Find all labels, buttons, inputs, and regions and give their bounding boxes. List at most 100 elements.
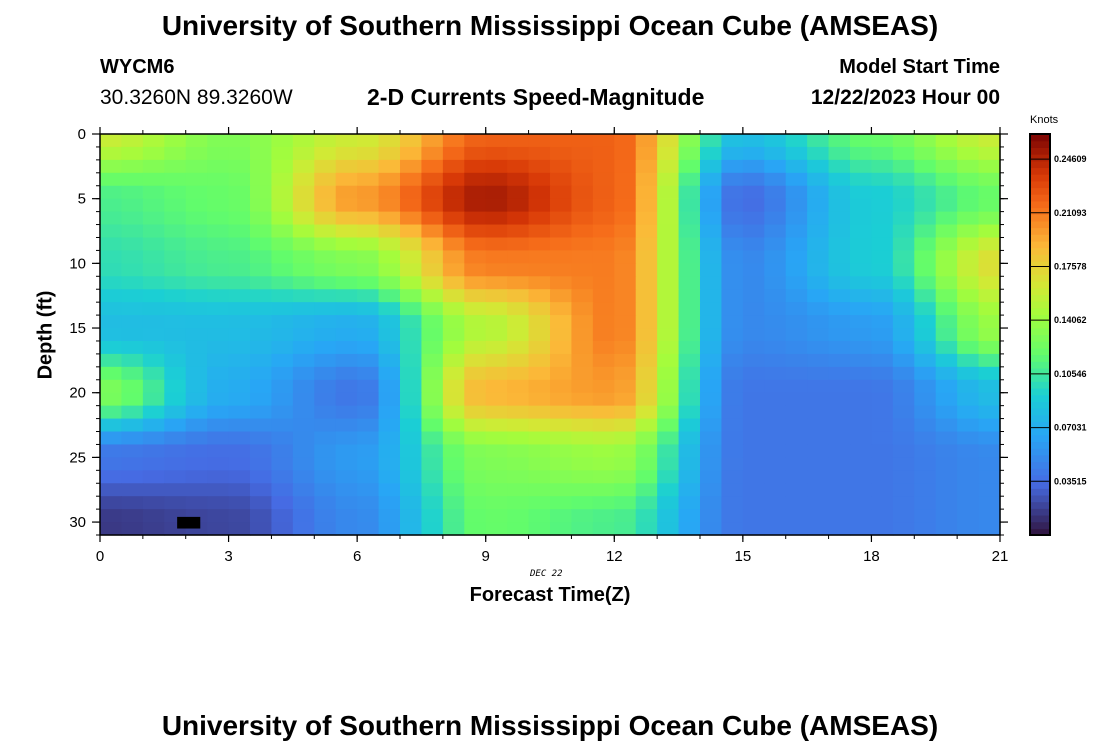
heatmap-cell [871,302,894,316]
heatmap-cell [421,328,444,342]
heatmap-cell [228,457,251,471]
heatmap-cell [485,392,508,407]
heatmap-cell [142,172,165,187]
heatmap-cell [592,250,615,264]
heatmap-cell [485,289,508,303]
heatmap-cell [635,470,658,484]
heatmap-cell [592,289,615,303]
heatmap-cell [850,211,873,226]
colorbar-swatch [1030,347,1050,356]
heatmap-cell [871,418,894,433]
heatmap-cell [592,509,615,523]
colorbar-swatch [1030,508,1050,516]
heatmap-cell [592,392,615,407]
heatmap-cell [721,470,744,484]
heatmap-cell [614,224,637,239]
heatmap-cell [978,134,1001,148]
heatmap-cell [871,237,894,252]
heatmap-cell [871,483,894,497]
heatmap-cell [357,496,380,510]
heatmap-cell [142,328,165,342]
heatmap-cell [121,470,144,484]
heatmap-cell [914,159,937,174]
heatmap-cell [635,405,658,420]
heatmap-cell [271,444,294,458]
heatmap-cell [978,444,1001,458]
heatmap-cell [892,470,915,484]
heatmap-cell [464,379,487,394]
heatmap-cell [892,224,915,239]
heatmap-cell [228,276,251,290]
heatmap-cell [378,470,401,484]
heatmap-cell [250,146,273,161]
heatmap-cell [314,250,337,264]
heatmap-cell [764,470,787,484]
heatmap-cell [871,509,894,523]
heatmap-cell [357,211,380,226]
heatmap-cell [742,250,765,264]
heatmap-cell [207,353,230,368]
heatmap-cell [807,134,830,148]
heatmap-cell [807,470,830,484]
heatmap-cell [400,146,423,161]
heatmap-cell [678,134,701,148]
heatmap-cell [978,211,1001,226]
heatmap-cell [742,522,765,536]
heatmap-cell [142,237,165,252]
heatmap-cell [592,211,615,226]
heatmap-cell [850,172,873,187]
heatmap-cell [271,522,294,536]
heatmap-cell [850,353,873,368]
heatmap-cell [871,431,894,446]
heatmap-cell [250,211,273,226]
heatmap-cell [678,211,701,226]
heatmap-cell [764,379,787,394]
heatmap-cell [892,522,915,536]
heatmap-cell [614,198,637,213]
heatmap-cell [764,185,787,200]
heatmap-cell [378,431,401,446]
heatmap-cell [742,185,765,200]
heatmap-cell [121,134,144,148]
heatmap-cell [485,431,508,446]
heatmap-cell [250,159,273,174]
heatmap-cell [100,159,123,174]
heatmap-cell [828,418,851,433]
heatmap-cell [400,340,423,355]
heatmap-cell [700,146,723,161]
heatmap-cell [228,146,251,161]
heatmap-cell [528,276,551,290]
heatmap-cell [935,289,958,303]
heatmap-cell [507,496,530,510]
heatmap-cell [850,159,873,174]
heatmap-cell [721,340,744,355]
heatmap-cell [935,185,958,200]
heatmap-cell [871,289,894,303]
heatmap-cell [400,431,423,446]
heatmap-cell [100,340,123,355]
heatmap-cell [507,366,530,381]
heatmap-cell [978,159,1001,174]
heatmap-cell [442,392,465,407]
heatmap-cell [185,431,208,446]
heatmap-cell [207,146,230,161]
heatmap-cell [164,159,187,174]
heatmap-cell [678,444,701,458]
heatmap-cell [614,509,637,523]
heatmap-cell [957,522,980,536]
heatmap-cell [378,366,401,381]
heatmap-cell [635,134,658,148]
heatmap-cell [592,159,615,174]
heatmap-cell [935,444,958,458]
colorbar-swatch [1030,367,1050,376]
heatmap-cell [421,366,444,381]
heatmap-cell [442,405,465,420]
heatmap-cell [464,483,487,497]
heatmap-cell [978,457,1001,471]
heatmap-cell [164,211,187,226]
heatmap-cell [914,470,937,484]
heatmap-cell [785,250,808,264]
heatmap-cell [485,340,508,355]
heatmap-cell [957,353,980,368]
heatmap-cell [271,379,294,394]
